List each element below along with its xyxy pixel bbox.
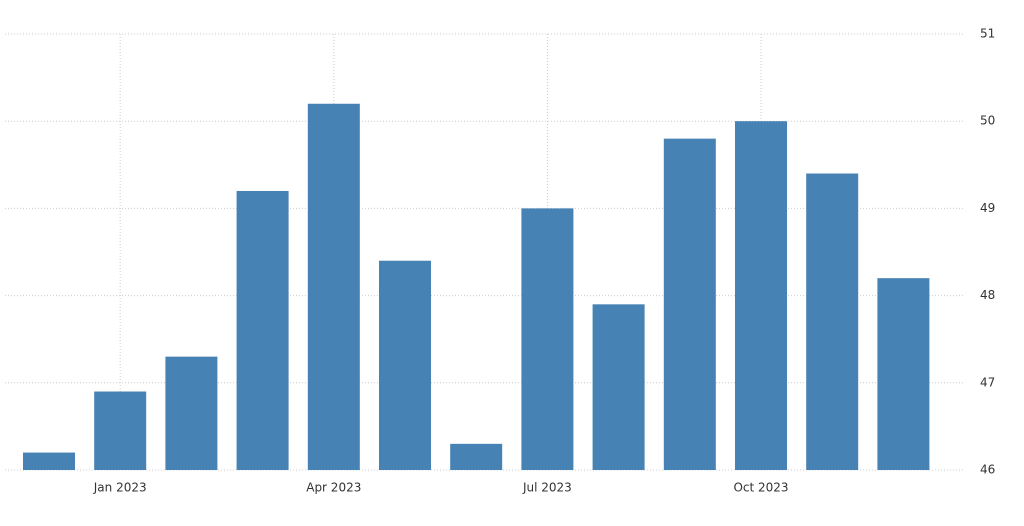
bar	[165, 356, 218, 470]
y-tick-label: 51	[980, 27, 995, 41]
bar	[735, 121, 787, 470]
y-tick-label: 47	[980, 375, 995, 389]
y-tick-label: 50	[980, 114, 995, 128]
bar	[521, 208, 574, 470]
bar	[236, 190, 289, 470]
bar	[592, 304, 645, 470]
y-tick-label: 48	[980, 288, 995, 302]
bar	[23, 452, 75, 470]
bar	[307, 103, 360, 470]
x-tick-label: Oct 2023	[733, 481, 788, 495]
bar	[94, 391, 147, 470]
x-tick-label: Apr 2023	[306, 481, 361, 495]
bar	[877, 278, 930, 470]
bar	[806, 173, 859, 470]
bar	[663, 138, 716, 470]
y-tick-label: 49	[980, 201, 995, 215]
x-tick-label: Jan 2023	[93, 481, 147, 495]
y-tick-label: 46	[980, 463, 995, 477]
x-tick-label: Jul 2023	[522, 481, 572, 495]
bar	[450, 443, 503, 470]
bar	[379, 260, 431, 470]
